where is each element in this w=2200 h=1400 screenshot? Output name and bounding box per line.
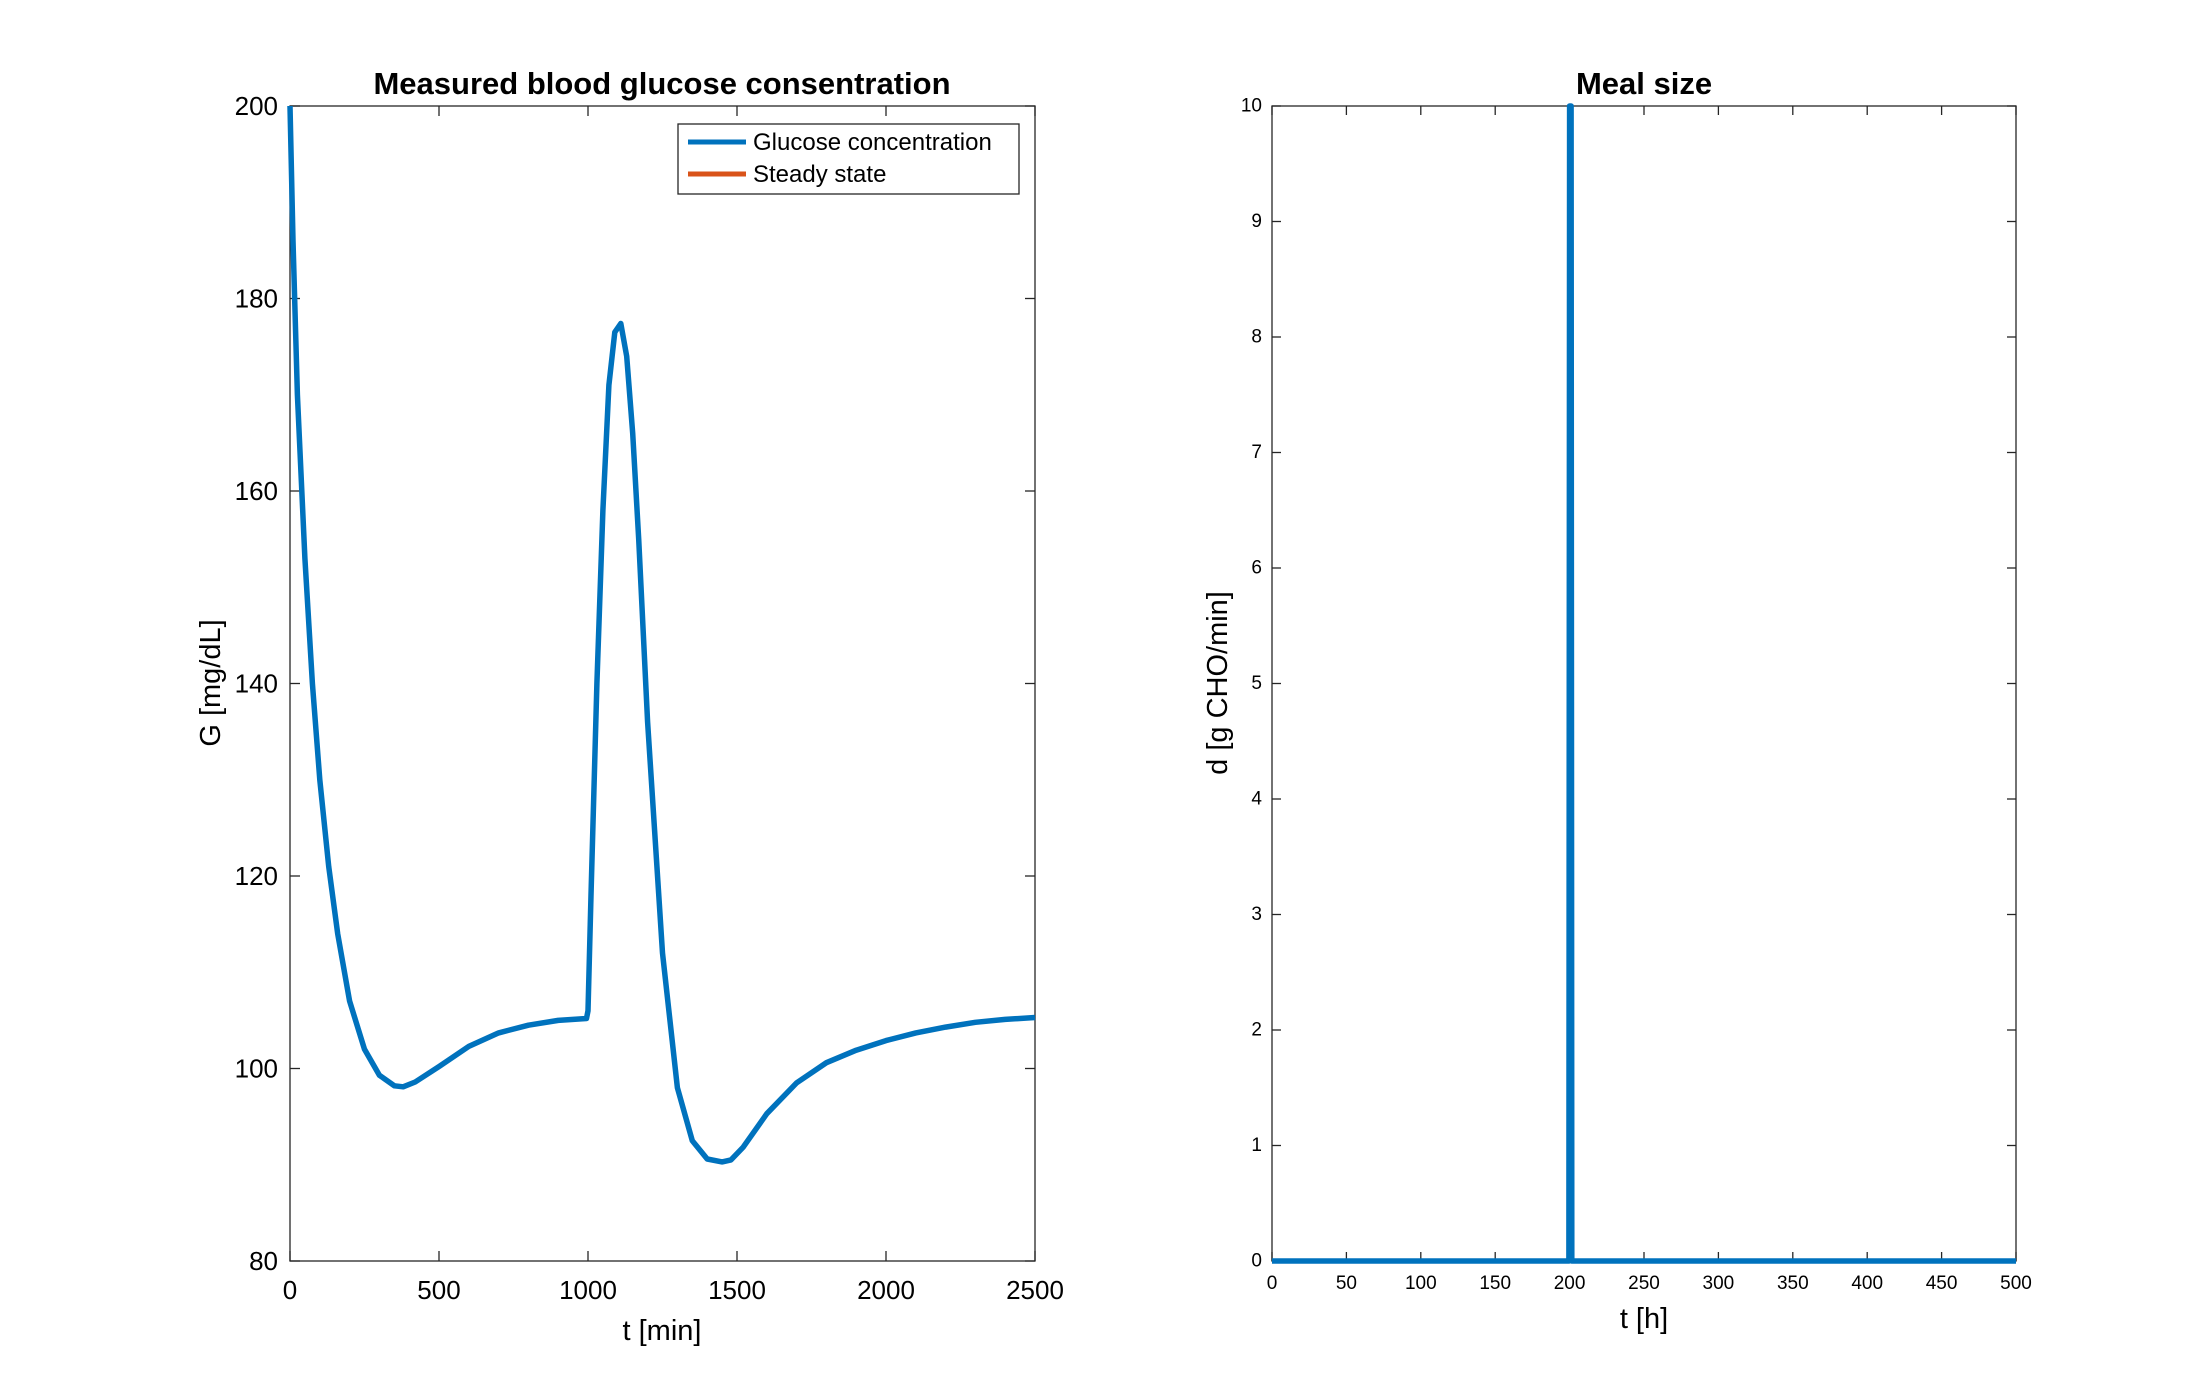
meal-x-tick-label: 500 <box>2000 1273 2032 1294</box>
meal-ticks: 0 50 100 150 200 250 300 350 400 450 500 0 1 2 3 4 5 6 7 8 9… <box>1241 96 2032 1295</box>
meal-y-tick-label: 7 <box>1251 442 1262 463</box>
glucose-y-tick-label: 80 <box>249 1246 278 1276</box>
glucose-y-tick-label: 140 <box>235 669 278 699</box>
meal-y-axis-label: d [g CHO/min] <box>1202 591 1234 775</box>
meal-x-tick-label: 200 <box>1554 1273 1586 1294</box>
meal-series-lines <box>1272 103 2016 1264</box>
meal-x-tick-label: 450 <box>1926 1273 1958 1294</box>
glucose-y-tick-label: 120 <box>235 861 278 891</box>
meal-line-series-0 <box>1272 103 2016 1264</box>
glucose-y-tick-label: 180 <box>235 284 278 314</box>
meal-chart-title: Meal size <box>1576 66 1712 101</box>
glucose-y-axis-label: G [mg/dL] <box>195 619 227 746</box>
meal-y-tick-label: 4 <box>1251 789 1262 810</box>
glucose-plot-area <box>289 105 1036 1262</box>
legend-box <box>677 123 1020 195</box>
glucose-x-axis-label: t [min] <box>623 1315 702 1347</box>
meal-x-tick-label: 50 <box>1336 1273 1357 1294</box>
glucose-chart-title: Measured blood glucose consentration <box>373 66 950 101</box>
meal-size-chart: Meal size t [h] d [g CHO/min] 0 50 100 150 2… <box>1202 66 2032 1335</box>
glucose-y-tick-label: 160 <box>235 476 278 506</box>
meal-y-tick-label: 0 <box>1251 1251 1262 1272</box>
meal-x-tick-label: 300 <box>1703 1273 1735 1294</box>
meal-y-tick-label: 9 <box>1251 211 1262 232</box>
legend-label-steady-state: Steady state <box>753 161 886 188</box>
glucose-x-tick-label: 0 <box>283 1275 297 1305</box>
meal-x-tick-label: 350 <box>1777 1273 1809 1294</box>
meal-y-tick-label: 1 <box>1251 1135 1262 1156</box>
meal-x-tick-label: 400 <box>1851 1273 1883 1294</box>
glucose-x-tick-label: 1500 <box>708 1275 766 1305</box>
meal-y-tick-label: 3 <box>1251 904 1262 925</box>
glucose-x-tick-label: 2500 <box>1006 1275 1064 1305</box>
legend-label-glucose: Glucose concentration <box>753 129 992 156</box>
glucose-y-tick-label: 200 <box>235 91 278 121</box>
meal-y-tick-label: 2 <box>1251 1020 1262 1041</box>
glucose-x-tick-label: 1000 <box>559 1275 617 1305</box>
meal-y-tick-label: 6 <box>1251 558 1262 579</box>
glucose-series-lines <box>287 105 1036 1165</box>
glucose-x-tick-label: 2000 <box>857 1275 915 1305</box>
meal-x-tick-label: 0 <box>1267 1273 1278 1294</box>
meal-y-tick-label: 5 <box>1251 673 1262 694</box>
glucose-x-tick-label: 500 <box>417 1275 460 1305</box>
meal-x-tick-label: 100 <box>1405 1273 1437 1294</box>
glucose-legend: Glucose concentration Steady state <box>677 123 1020 195</box>
glucose-y-tick-label: 100 <box>235 1054 278 1084</box>
meal-x-tick-label: 150 <box>1479 1273 1511 1294</box>
meal-x-tick-label: 250 <box>1628 1273 1660 1294</box>
meal-y-tick-label: 10 <box>1241 96 1262 117</box>
meal-plot-area <box>1271 105 2017 1262</box>
meal-y-tick-label: 8 <box>1251 327 1262 348</box>
glucose-ticks: 0 500 1000 1500 2000 2500 80 100 120 140 160 180 200 <box>235 91 1064 1305</box>
meal-x-axis-label: t [h] <box>1620 1303 1668 1335</box>
glucose-chart: Measured blood glucose consentration t [… <box>195 66 1064 1347</box>
glucose-line-glucose-concentration <box>287 105 1036 1165</box>
